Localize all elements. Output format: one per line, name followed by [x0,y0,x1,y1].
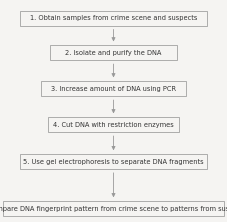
Text: 1. Obtain samples from crime scene and suspects: 1. Obtain samples from crime scene and s… [30,15,197,21]
Text: 5. Use gel electrophoresis to separate DNA fragments: 5. Use gel electrophoresis to separate D… [23,159,204,165]
FancyBboxPatch shape [41,81,186,96]
Text: 4. Cut DNA with restriction enzymes: 4. Cut DNA with restriction enzymes [53,122,174,128]
Text: 2. Isolate and purify the DNA: 2. Isolate and purify the DNA [65,50,162,56]
FancyBboxPatch shape [20,11,207,26]
FancyBboxPatch shape [48,117,179,132]
Text: 6. Compare DNA fingerprint pattern from crime scene to patterns from suspects: 6. Compare DNA fingerprint pattern from … [0,206,227,212]
FancyBboxPatch shape [50,45,177,60]
FancyBboxPatch shape [20,154,207,169]
Text: 3. Increase amount of DNA using PCR: 3. Increase amount of DNA using PCR [51,86,176,92]
FancyBboxPatch shape [3,201,224,216]
